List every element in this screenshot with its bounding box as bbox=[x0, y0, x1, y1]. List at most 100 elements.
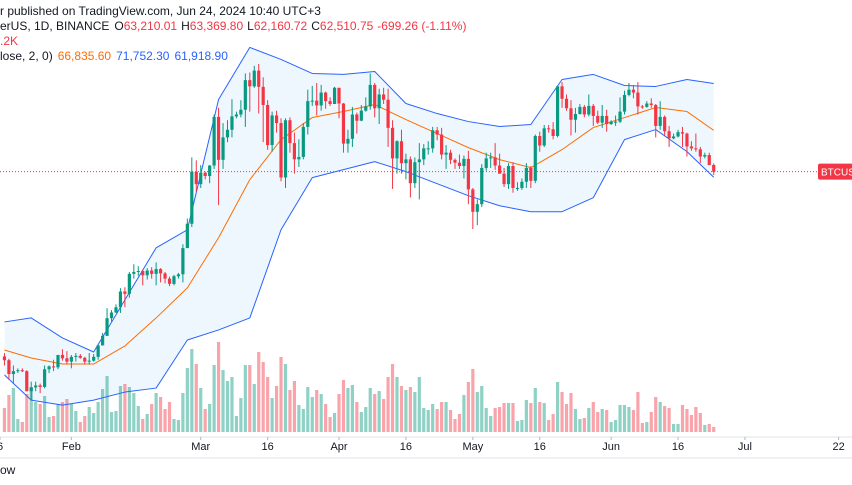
candle-body bbox=[359, 110, 363, 121]
volume-bar bbox=[328, 417, 332, 432]
volume-bar bbox=[123, 384, 127, 432]
candle-body bbox=[270, 115, 274, 146]
volume-bar bbox=[132, 393, 136, 432]
candle-body bbox=[208, 165, 212, 177]
candle-body bbox=[47, 366, 51, 370]
volume-bar bbox=[462, 395, 466, 432]
volume-bar bbox=[640, 423, 644, 432]
header: r published on TradingView.com, Jun 24, … bbox=[0, 4, 471, 64]
volume-bar bbox=[359, 412, 363, 432]
x-tick-label: Feb bbox=[62, 441, 81, 453]
candle-body bbox=[2, 356, 7, 361]
volume-bar bbox=[141, 419, 145, 432]
volume-bar bbox=[417, 377, 421, 432]
volume-bar bbox=[703, 425, 707, 432]
ohlc-item: O63,210.01 bbox=[114, 19, 177, 33]
header-line: r published on TradingView.com, Jun 24, … bbox=[0, 4, 471, 19]
candle-body bbox=[118, 291, 123, 308]
volume-bar bbox=[502, 403, 506, 432]
candle-body bbox=[34, 385, 38, 388]
x-tick-label: Jun bbox=[602, 441, 620, 453]
volume-bar bbox=[435, 409, 439, 432]
volume-bar bbox=[230, 377, 234, 432]
candle-body bbox=[573, 114, 578, 120]
candle-body bbox=[221, 137, 225, 160]
volume-bar bbox=[100, 389, 105, 432]
volume-bar bbox=[390, 364, 395, 432]
band-line bbox=[4, 129, 715, 406]
last-price-label: BTCUSD bbox=[821, 167, 852, 178]
candle-body bbox=[408, 159, 412, 184]
ohlc-item: C62,510.75 bbox=[311, 19, 373, 33]
candle-body bbox=[158, 269, 163, 274]
volume-bar bbox=[118, 386, 123, 432]
candle-body bbox=[185, 223, 189, 249]
volume-bar bbox=[395, 377, 399, 432]
candle-body bbox=[25, 371, 29, 392]
volume-bar bbox=[529, 403, 533, 432]
volume-bar bbox=[654, 397, 658, 432]
x-tick-label: 16 bbox=[534, 441, 546, 453]
volume-bar bbox=[310, 397, 314, 432]
x-tick-label: Jul bbox=[738, 441, 752, 453]
volume-bar bbox=[56, 404, 60, 432]
candle-body bbox=[29, 387, 33, 392]
candle-body bbox=[618, 111, 622, 122]
indicator-value: 71,752.30 bbox=[116, 49, 170, 63]
candle-body bbox=[337, 87, 341, 104]
watermark: ow bbox=[0, 463, 16, 477]
volume-bar bbox=[555, 382, 560, 432]
volume-bar bbox=[274, 386, 279, 432]
candle-body bbox=[609, 121, 613, 125]
candle-body bbox=[199, 172, 203, 185]
volume-bar bbox=[373, 394, 377, 432]
volume-bar bbox=[680, 405, 685, 432]
candle-body bbox=[7, 360, 11, 375]
candle-body bbox=[551, 129, 555, 136]
candle-body bbox=[515, 187, 520, 189]
candle-body bbox=[712, 164, 716, 172]
volume-bar bbox=[47, 417, 51, 432]
volume-bar bbox=[426, 410, 430, 432]
ohlc-key: H bbox=[181, 19, 190, 33]
candle-body bbox=[181, 248, 185, 275]
x-tick-label: May bbox=[462, 441, 483, 453]
candle-body bbox=[671, 136, 676, 139]
candle-body bbox=[283, 120, 288, 178]
volume-bar bbox=[74, 411, 78, 432]
volume-bar bbox=[145, 414, 149, 432]
candle-body bbox=[417, 159, 421, 163]
x-tick-label: 6 bbox=[0, 441, 3, 453]
volume-bar bbox=[154, 393, 158, 432]
candle-body bbox=[435, 130, 439, 135]
ohlc-value: 63,369.80 bbox=[189, 19, 244, 33]
candle-body bbox=[346, 138, 350, 144]
candle-body bbox=[355, 114, 359, 121]
candle-body bbox=[87, 360, 91, 362]
volume-bar bbox=[368, 388, 372, 432]
candle-body bbox=[382, 94, 386, 100]
volume-bar bbox=[515, 421, 520, 432]
volume-bar bbox=[163, 409, 167, 432]
volume-bar bbox=[306, 387, 310, 432]
candle-body bbox=[631, 89, 636, 93]
volume-bar bbox=[538, 402, 542, 432]
volume-bar bbox=[524, 400, 528, 432]
volume-bar bbox=[114, 411, 118, 432]
candle-body bbox=[524, 167, 528, 182]
candle-body bbox=[399, 141, 404, 164]
ohlc-item: L62,160.72 bbox=[247, 19, 307, 33]
candle-body bbox=[252, 70, 256, 87]
candle-body bbox=[328, 101, 332, 105]
band-line bbox=[4, 46, 714, 353]
volume-bar bbox=[645, 422, 649, 432]
volume-bar bbox=[301, 409, 305, 432]
indicator-value: 66,835.60 bbox=[57, 49, 112, 63]
volume-bar bbox=[341, 380, 346, 432]
candle-body bbox=[324, 92, 328, 102]
candle-body bbox=[74, 355, 78, 357]
volume-bar bbox=[185, 368, 189, 432]
candle-body bbox=[373, 84, 377, 109]
volume-bar bbox=[208, 404, 212, 432]
volume-bar bbox=[382, 399, 386, 432]
